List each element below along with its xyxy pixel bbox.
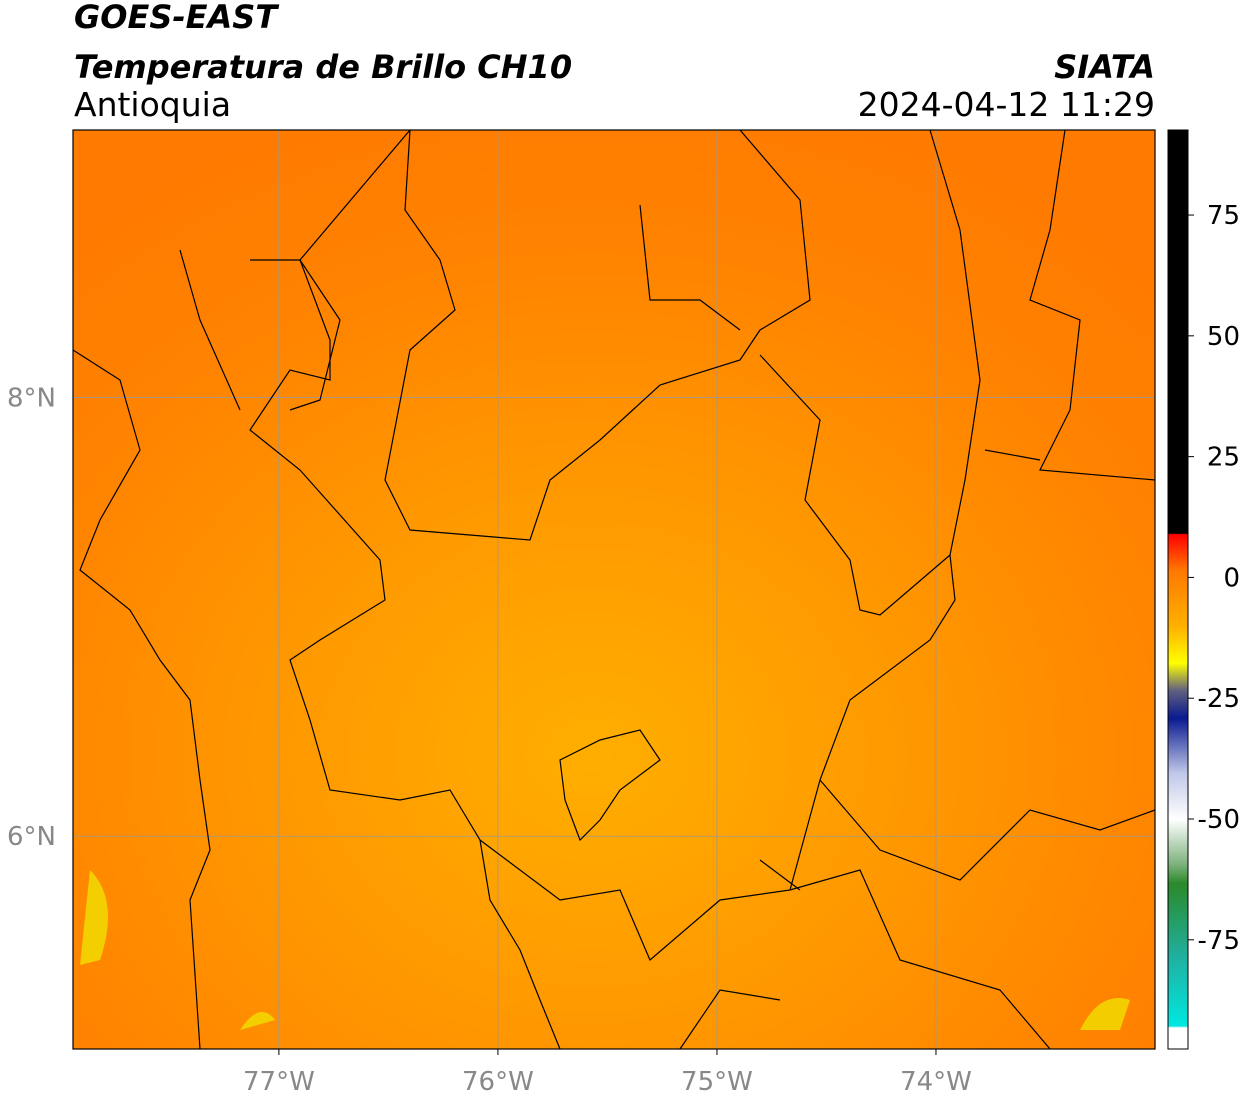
colorbar-tick-label: 75: [1207, 201, 1240, 231]
y-tick-label: 6°N: [7, 822, 56, 852]
x-tick-label: 74°W: [900, 1067, 972, 1097]
map: [72, 129, 1156, 1050]
colorbar-tick-label: 0: [1223, 563, 1240, 593]
colorbar: [1167, 129, 1189, 1050]
title-line1: GOES-EAST: [74, 0, 279, 36]
colorbar-tick-label: -75: [1198, 926, 1240, 956]
title-line2: Temperatura de Brillo CH10: [74, 48, 572, 86]
region: Antioquia: [74, 85, 231, 124]
x-tick-label: 75°W: [681, 1067, 753, 1097]
colorbar-tick-label: 25: [1207, 443, 1240, 473]
x-tick-label: 77°W: [243, 1067, 315, 1097]
temperature-field: [73, 130, 1155, 1049]
datetime: 2024-04-12 11:29: [858, 85, 1155, 124]
colorbar-tick-label: 50: [1207, 322, 1240, 352]
y-tick-label: 8°N: [7, 384, 56, 414]
source: SIATA: [1054, 48, 1155, 86]
x-tick-label: 76°W: [462, 1067, 534, 1097]
map-frame: [72, 129, 1156, 1050]
colorbar-tick-label: -50: [1198, 805, 1240, 835]
colorbar-tick-label: -25: [1198, 684, 1240, 714]
